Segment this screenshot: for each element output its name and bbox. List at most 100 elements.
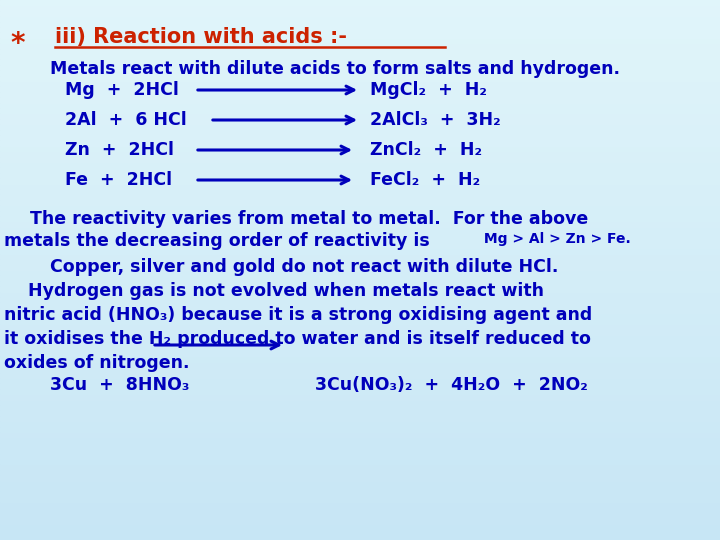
Bar <box>0 270 720 275</box>
Bar <box>0 486 720 491</box>
Bar <box>0 205 720 211</box>
Text: 3Cu  +  8HNO₃: 3Cu + 8HNO₃ <box>50 376 189 394</box>
Text: nitric acid (HNO₃) because it is a strong oxidising agent and: nitric acid (HNO₃) because it is a stron… <box>4 306 593 324</box>
Bar <box>0 103 720 108</box>
Bar <box>0 5 720 11</box>
Bar <box>0 410 720 416</box>
Bar <box>0 513 720 518</box>
Bar <box>0 529 720 535</box>
Bar <box>0 70 720 76</box>
Bar <box>0 86 720 92</box>
Bar <box>0 49 720 54</box>
Text: Mg  +  2HCl: Mg + 2HCl <box>65 81 179 99</box>
Bar <box>0 437 720 443</box>
Bar <box>0 0 720 5</box>
Bar <box>0 340 720 346</box>
Bar <box>0 162 720 167</box>
Bar <box>0 76 720 81</box>
Text: Copper, silver and gold do not react with dilute HCl.: Copper, silver and gold do not react wit… <box>50 258 559 276</box>
Bar <box>0 200 720 205</box>
Bar <box>0 146 720 151</box>
Bar <box>0 508 720 513</box>
Bar <box>0 157 720 162</box>
Bar <box>0 389 720 394</box>
Bar <box>0 292 720 297</box>
Bar <box>0 32 720 38</box>
Bar <box>0 367 720 373</box>
Text: 2Al  +  6 HCl: 2Al + 6 HCl <box>65 111 186 129</box>
Bar <box>0 65 720 70</box>
Bar <box>0 97 720 103</box>
Bar <box>0 308 720 313</box>
Bar <box>0 265 720 270</box>
Bar <box>0 464 720 470</box>
Bar <box>0 329 720 335</box>
Bar <box>0 189 720 194</box>
Bar <box>0 335 720 340</box>
Text: metals the decreasing order of reactivity is: metals the decreasing order of reactivit… <box>4 232 430 250</box>
Bar <box>0 432 720 437</box>
Bar <box>0 400 720 405</box>
Text: Fe  +  2HCl: Fe + 2HCl <box>65 171 172 189</box>
Bar <box>0 113 720 119</box>
Bar <box>0 351 720 356</box>
Bar <box>0 178 720 184</box>
Bar <box>0 108 720 113</box>
Bar <box>0 184 720 189</box>
Bar <box>0 238 720 243</box>
Bar <box>0 362 720 367</box>
Bar <box>0 38 720 43</box>
Bar <box>0 81 720 86</box>
Bar <box>0 394 720 400</box>
Bar <box>0 421 720 427</box>
Bar <box>0 135 720 140</box>
Bar <box>0 475 720 481</box>
Bar <box>0 373 720 378</box>
Text: 2AlCl₃  +  3H₂: 2AlCl₃ + 3H₂ <box>370 111 500 129</box>
Bar <box>0 259 720 265</box>
Bar <box>0 535 720 540</box>
Bar <box>0 481 720 486</box>
Text: oxides of nitrogen.: oxides of nitrogen. <box>4 354 189 372</box>
Text: Mg > Al > Zn > Fe.: Mg > Al > Zn > Fe. <box>479 232 631 246</box>
Bar <box>0 356 720 362</box>
Bar <box>0 232 720 238</box>
Bar <box>0 286 720 292</box>
Bar <box>0 119 720 124</box>
Text: *: * <box>10 30 24 58</box>
Bar <box>0 130 720 135</box>
Bar <box>0 211 720 216</box>
Bar <box>0 54 720 59</box>
Bar <box>0 454 720 459</box>
Bar <box>0 405 720 410</box>
Text: it oxidises the H₂ produced to water and is itself reduced to: it oxidises the H₂ produced to water and… <box>4 330 591 348</box>
Bar <box>0 221 720 227</box>
Bar <box>0 275 720 281</box>
Bar <box>0 302 720 308</box>
Bar <box>0 140 720 146</box>
Text: 3Cu(NO₃)₂  +  4H₂O  +  2NO₂: 3Cu(NO₃)₂ + 4H₂O + 2NO₂ <box>315 376 588 394</box>
Bar <box>0 216 720 221</box>
Bar <box>0 443 720 448</box>
Bar <box>0 194 720 200</box>
Bar <box>0 459 720 464</box>
Bar <box>0 518 720 524</box>
Text: Zn  +  2HCl: Zn + 2HCl <box>65 141 174 159</box>
Bar <box>0 324 720 329</box>
Bar <box>0 448 720 454</box>
Bar <box>0 243 720 248</box>
Bar <box>0 383 720 389</box>
Bar <box>0 524 720 529</box>
Text: Metals react with dilute acids to form salts and hydrogen.: Metals react with dilute acids to form s… <box>50 60 620 78</box>
Bar <box>0 43 720 49</box>
Bar <box>0 378 720 383</box>
Bar <box>0 167 720 173</box>
Bar <box>0 281 720 286</box>
Bar <box>0 416 720 421</box>
Bar <box>0 248 720 254</box>
Bar <box>0 227 720 232</box>
Bar <box>0 173 720 178</box>
Bar <box>0 427 720 432</box>
Bar <box>0 16 720 22</box>
Bar <box>0 11 720 16</box>
